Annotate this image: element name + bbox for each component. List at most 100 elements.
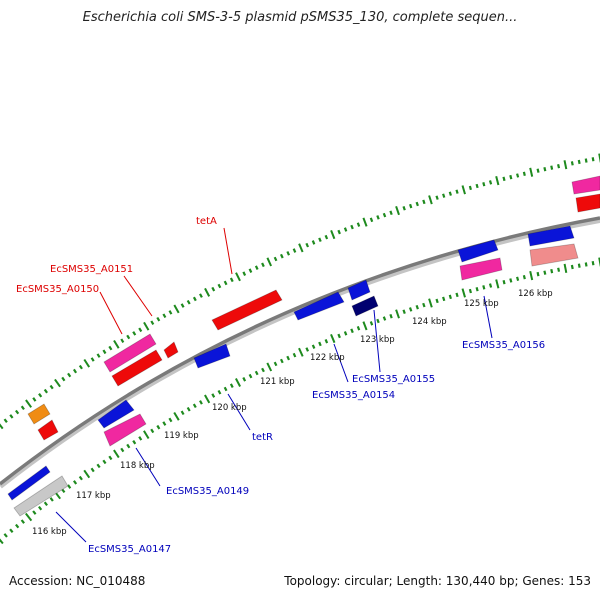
gene-feature — [97, 399, 135, 429]
outer-ring-dash — [305, 242, 310, 248]
outer-ring-dash — [67, 372, 72, 378]
outer-ring-dash — [461, 185, 466, 195]
outer-ring-dash — [204, 287, 211, 297]
outer-ring-dash — [557, 163, 561, 169]
gene-label: tetR — [252, 432, 273, 443]
inner-ring-dash — [330, 334, 336, 344]
tick-label: 122 kbp — [310, 353, 345, 363]
outer-ring-dash — [108, 345, 113, 351]
gene-label: EcSMS35_A0154 — [312, 390, 395, 401]
inner-ring-dash — [442, 296, 446, 302]
outer-ring-dash — [343, 227, 348, 232]
inner-ring-dash — [305, 347, 310, 352]
inner-ring-dash — [150, 428, 155, 434]
outer-ring-dash — [150, 320, 155, 325]
inner-ring-dash — [422, 302, 426, 308]
inner-ring-dash — [211, 393, 216, 398]
gene-feature — [37, 419, 59, 441]
accession-text: Accession: NC_010488 — [9, 574, 146, 588]
outer-ring-dash — [448, 191, 452, 196]
gene-feature — [571, 175, 600, 195]
leader-line — [483, 295, 493, 339]
inner-ring-dash — [509, 278, 513, 283]
outer-ring-dash — [186, 299, 191, 305]
inner-ring-dash — [522, 274, 526, 280]
outer-ring-dash — [318, 237, 322, 243]
gene-label: EcSMS35_A0150 — [16, 284, 99, 295]
outer-ring-dash — [96, 353, 101, 358]
outer-ring-dash — [192, 296, 197, 302]
inner-ring-dash — [113, 449, 120, 459]
outer-ring-dash — [90, 357, 95, 362]
inner-ring-dash — [186, 406, 191, 412]
outer-ring-dash — [162, 313, 167, 319]
inner-ring-dash — [180, 410, 185, 416]
inner-ring-dash — [376, 318, 380, 324]
inner-ring-dash — [369, 321, 374, 326]
inner-ring-dash — [495, 279, 500, 289]
outer-ring-dash — [442, 193, 446, 198]
outer-ring-dash — [248, 268, 253, 273]
outer-ring-dash — [337, 229, 341, 235]
outer-ring-dash — [502, 176, 506, 182]
outer-ring-dash — [330, 230, 336, 240]
leader-line — [99, 291, 123, 335]
gene-feature — [13, 475, 69, 517]
inner-ring-dash — [83, 469, 91, 479]
gene-feature — [27, 403, 51, 425]
inner-ring-dash — [461, 288, 466, 298]
outer-ring-dash — [311, 240, 316, 245]
inner-ring-dash — [3, 533, 8, 538]
leader-line — [135, 447, 161, 487]
outer-ring-dash — [509, 174, 513, 180]
inner-ring-dash — [356, 326, 361, 331]
gene-feature — [163, 341, 179, 359]
inner-ring-dash — [435, 298, 439, 304]
inner-ring-dash — [598, 257, 600, 267]
outer-ring-dash — [113, 339, 120, 349]
outer-ring-dash — [120, 338, 125, 343]
outer-ring-dash — [298, 243, 304, 253]
outer-ring-dash — [482, 182, 486, 187]
inner-ring-dash — [192, 403, 197, 409]
outer-ring-dash — [223, 280, 228, 286]
outer-ring-dash — [468, 185, 472, 191]
outer-ring-dash — [143, 321, 150, 331]
outer-ring-dash — [292, 248, 297, 253]
outer-ring-dash — [475, 183, 479, 189]
inner-ring-dash — [67, 484, 72, 489]
outer-ring-dash — [591, 157, 595, 162]
inner-ring-dash — [591, 261, 595, 266]
outer-ring-dash — [3, 418, 8, 423]
outer-ring-dash — [180, 303, 185, 308]
inner-ring-dash — [402, 309, 406, 314]
inner-ring-dash — [38, 505, 43, 511]
inner-ring-dash — [324, 338, 329, 344]
outer-ring-dash — [550, 165, 554, 170]
inner-ring-dash — [543, 270, 547, 275]
outer-ring-dash — [138, 327, 143, 333]
gene-feature — [457, 239, 499, 263]
gene-feature — [293, 291, 345, 321]
outer-ring-dash — [156, 316, 161, 322]
inner-ring-dash — [254, 370, 259, 376]
tick-label: 124 kbp — [412, 317, 447, 327]
inner-ring-dash — [311, 344, 316, 349]
outer-ring-dash — [369, 217, 374, 223]
inner-ring-dash — [516, 276, 520, 281]
inner-ring-dash — [61, 488, 66, 494]
outer-ring-dash — [78, 364, 83, 370]
inner-ring-dash — [43, 501, 48, 507]
outer-ring-dash — [382, 212, 387, 218]
map-title: Escherichia coli SMS-3-5 plasmid pSMS35_… — [82, 10, 518, 25]
outer-ring-dash — [516, 173, 520, 178]
gene-feature — [111, 349, 163, 387]
leader-line — [373, 309, 381, 373]
tick-label: 118 kbp — [120, 461, 155, 471]
inner-ring-dash — [102, 459, 107, 465]
inner-ring-dash — [382, 316, 387, 321]
gene-label: EcSMS35_A0156 — [462, 340, 545, 351]
outer-ring-dash — [168, 310, 173, 315]
inner-ring-dash — [126, 443, 131, 449]
